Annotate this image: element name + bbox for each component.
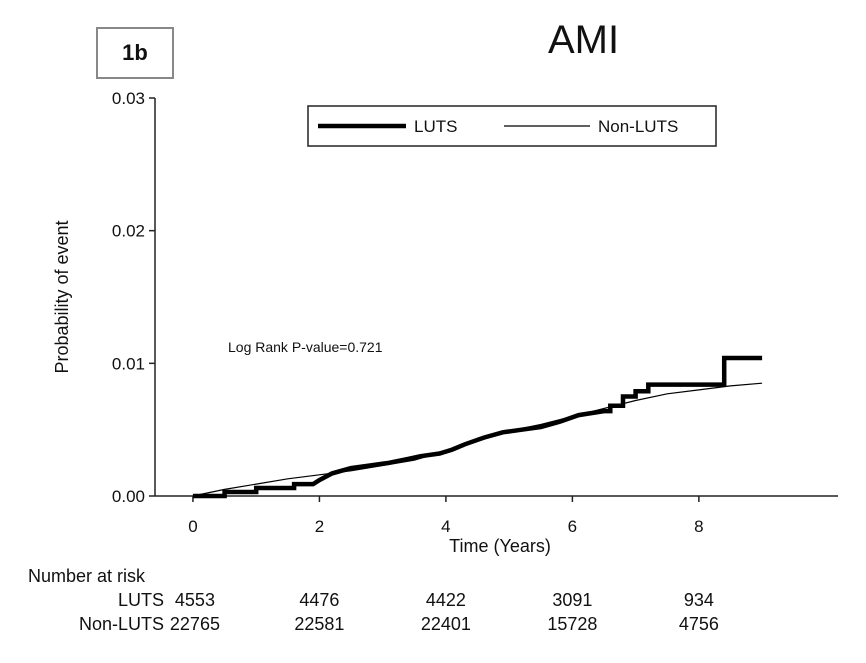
risk-row-label: Non-LUTS	[79, 614, 164, 634]
log-rank-annotation: Log Rank P-value=0.721	[228, 339, 383, 355]
series-layer	[192, 355, 763, 499]
y-tick-label: 0.02	[112, 222, 145, 241]
risk-value: 22765	[170, 614, 220, 634]
panel-label-badge: 1b	[96, 27, 174, 79]
legend-label-non-luts: Non-LUTS	[598, 117, 678, 136]
y-tick-label: 0.01	[112, 354, 145, 373]
legend: LUTS Non-LUTS	[307, 105, 717, 147]
axes: 0.00 0.01 0.02 0.03 0 2 4 6 8	[112, 89, 838, 536]
x-tick-label: 2	[315, 517, 324, 536]
risk-value: 934	[684, 590, 714, 610]
x-tick-label: 4	[441, 517, 450, 536]
risk-table: Number at risk LUTS 4553 4476 4422 3091 934 Non…	[28, 566, 719, 634]
y-axis-title: Probability of event	[52, 220, 72, 373]
risk-value: 4476	[299, 590, 339, 610]
risk-value: 3091	[552, 590, 592, 610]
risk-value: 4553	[175, 590, 215, 610]
x-axis-title: Time (Years)	[449, 536, 551, 556]
risk-value: 4756	[679, 614, 719, 634]
legend-label-luts: LUTS	[414, 117, 457, 136]
risk-value: 22581	[294, 614, 344, 634]
risk-value: 22401	[421, 614, 471, 634]
x-tick-label: 6	[568, 517, 577, 536]
risk-value: 15728	[547, 614, 597, 634]
x-tick-label: 8	[694, 517, 703, 536]
risk-table-header: Number at risk	[28, 566, 146, 586]
chart-title: AMI	[548, 18, 620, 62]
risk-row-label: LUTS	[118, 590, 164, 610]
series-line-non-luts	[192, 382, 763, 497]
x-tick-label: 0	[188, 517, 197, 536]
y-tick-label: 0.03	[112, 89, 145, 108]
risk-value: 4422	[426, 590, 466, 610]
y-tick-label: 0.00	[112, 487, 145, 506]
series-line-luts	[192, 355, 763, 499]
